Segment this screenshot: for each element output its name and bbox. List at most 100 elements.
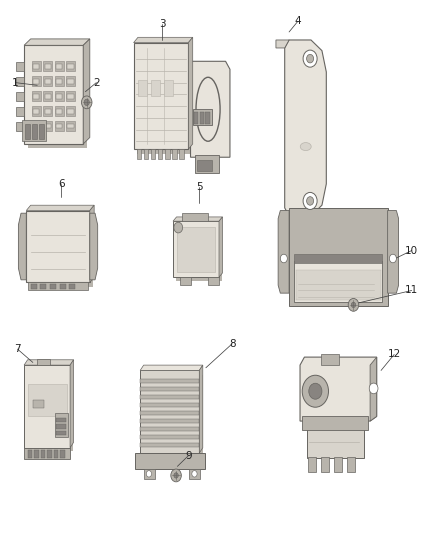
Bar: [26, 211, 90, 282]
Circle shape: [84, 99, 89, 106]
Bar: [66, 91, 75, 101]
Bar: [45, 64, 51, 69]
Bar: [189, 469, 200, 479]
Bar: [66, 121, 75, 131]
Bar: [27, 369, 73, 451]
Text: 4: 4: [294, 17, 301, 26]
Bar: [43, 91, 52, 101]
Bar: [67, 64, 74, 69]
Bar: [66, 106, 75, 116]
Bar: [182, 213, 208, 221]
Bar: [55, 413, 68, 437]
Bar: [25, 124, 30, 139]
Polygon shape: [140, 365, 203, 370]
Polygon shape: [278, 211, 289, 293]
Circle shape: [171, 469, 181, 482]
Bar: [32, 61, 41, 71]
Bar: [176, 225, 222, 281]
Bar: [321, 457, 329, 472]
Circle shape: [192, 471, 197, 477]
Bar: [56, 64, 62, 69]
Bar: [208, 277, 219, 285]
Bar: [40, 284, 46, 289]
Text: 2: 2: [93, 78, 100, 87]
Bar: [138, 80, 147, 96]
Polygon shape: [191, 61, 230, 157]
Bar: [56, 109, 62, 114]
Polygon shape: [188, 37, 193, 149]
Bar: [55, 61, 64, 71]
Bar: [334, 457, 342, 472]
Text: 11: 11: [405, 286, 418, 295]
Polygon shape: [388, 211, 399, 293]
Bar: [28, 282, 88, 290]
Polygon shape: [90, 213, 98, 280]
Bar: [193, 109, 212, 125]
Bar: [69, 284, 75, 289]
Circle shape: [303, 192, 317, 209]
Bar: [34, 450, 39, 458]
Circle shape: [174, 473, 178, 478]
Polygon shape: [276, 40, 289, 48]
Bar: [140, 427, 199, 431]
Bar: [45, 79, 51, 84]
Bar: [55, 106, 64, 116]
Bar: [30, 215, 93, 287]
Bar: [16, 77, 24, 86]
Bar: [307, 429, 364, 458]
Bar: [302, 416, 368, 431]
Polygon shape: [83, 39, 90, 144]
Bar: [55, 91, 64, 101]
Bar: [33, 400, 44, 408]
Bar: [55, 76, 64, 86]
Bar: [33, 109, 39, 114]
Bar: [151, 149, 155, 159]
Bar: [151, 80, 160, 96]
Bar: [60, 284, 66, 289]
Text: 10: 10: [405, 246, 418, 255]
Bar: [67, 94, 74, 99]
Circle shape: [174, 222, 183, 233]
Bar: [43, 106, 52, 116]
Polygon shape: [24, 39, 90, 45]
Polygon shape: [18, 213, 26, 280]
Bar: [140, 387, 199, 391]
Bar: [140, 435, 199, 439]
Bar: [158, 149, 162, 159]
Text: 6: 6: [58, 179, 65, 189]
Bar: [347, 457, 355, 472]
Circle shape: [348, 298, 359, 311]
Bar: [16, 107, 24, 116]
Bar: [173, 221, 219, 277]
Bar: [32, 76, 41, 86]
Bar: [177, 227, 215, 272]
Text: 7: 7: [14, 344, 21, 354]
Bar: [16, 62, 24, 71]
Bar: [24, 45, 83, 144]
Circle shape: [81, 96, 92, 109]
Bar: [22, 120, 46, 141]
Circle shape: [389, 254, 396, 263]
Bar: [32, 121, 41, 131]
Bar: [67, 79, 74, 84]
Bar: [289, 208, 388, 306]
Bar: [140, 411, 199, 415]
Bar: [43, 121, 52, 131]
Bar: [45, 94, 51, 99]
Bar: [137, 47, 192, 154]
Bar: [140, 395, 199, 399]
Circle shape: [280, 254, 287, 263]
Bar: [56, 424, 66, 429]
Bar: [140, 419, 199, 423]
Bar: [28, 450, 32, 458]
Bar: [144, 375, 203, 457]
Polygon shape: [134, 37, 193, 43]
Bar: [56, 418, 66, 422]
Circle shape: [307, 197, 314, 205]
Bar: [45, 124, 51, 128]
Bar: [179, 149, 184, 159]
Bar: [140, 379, 199, 383]
Bar: [31, 284, 37, 289]
Bar: [56, 94, 62, 99]
Circle shape: [302, 375, 328, 407]
